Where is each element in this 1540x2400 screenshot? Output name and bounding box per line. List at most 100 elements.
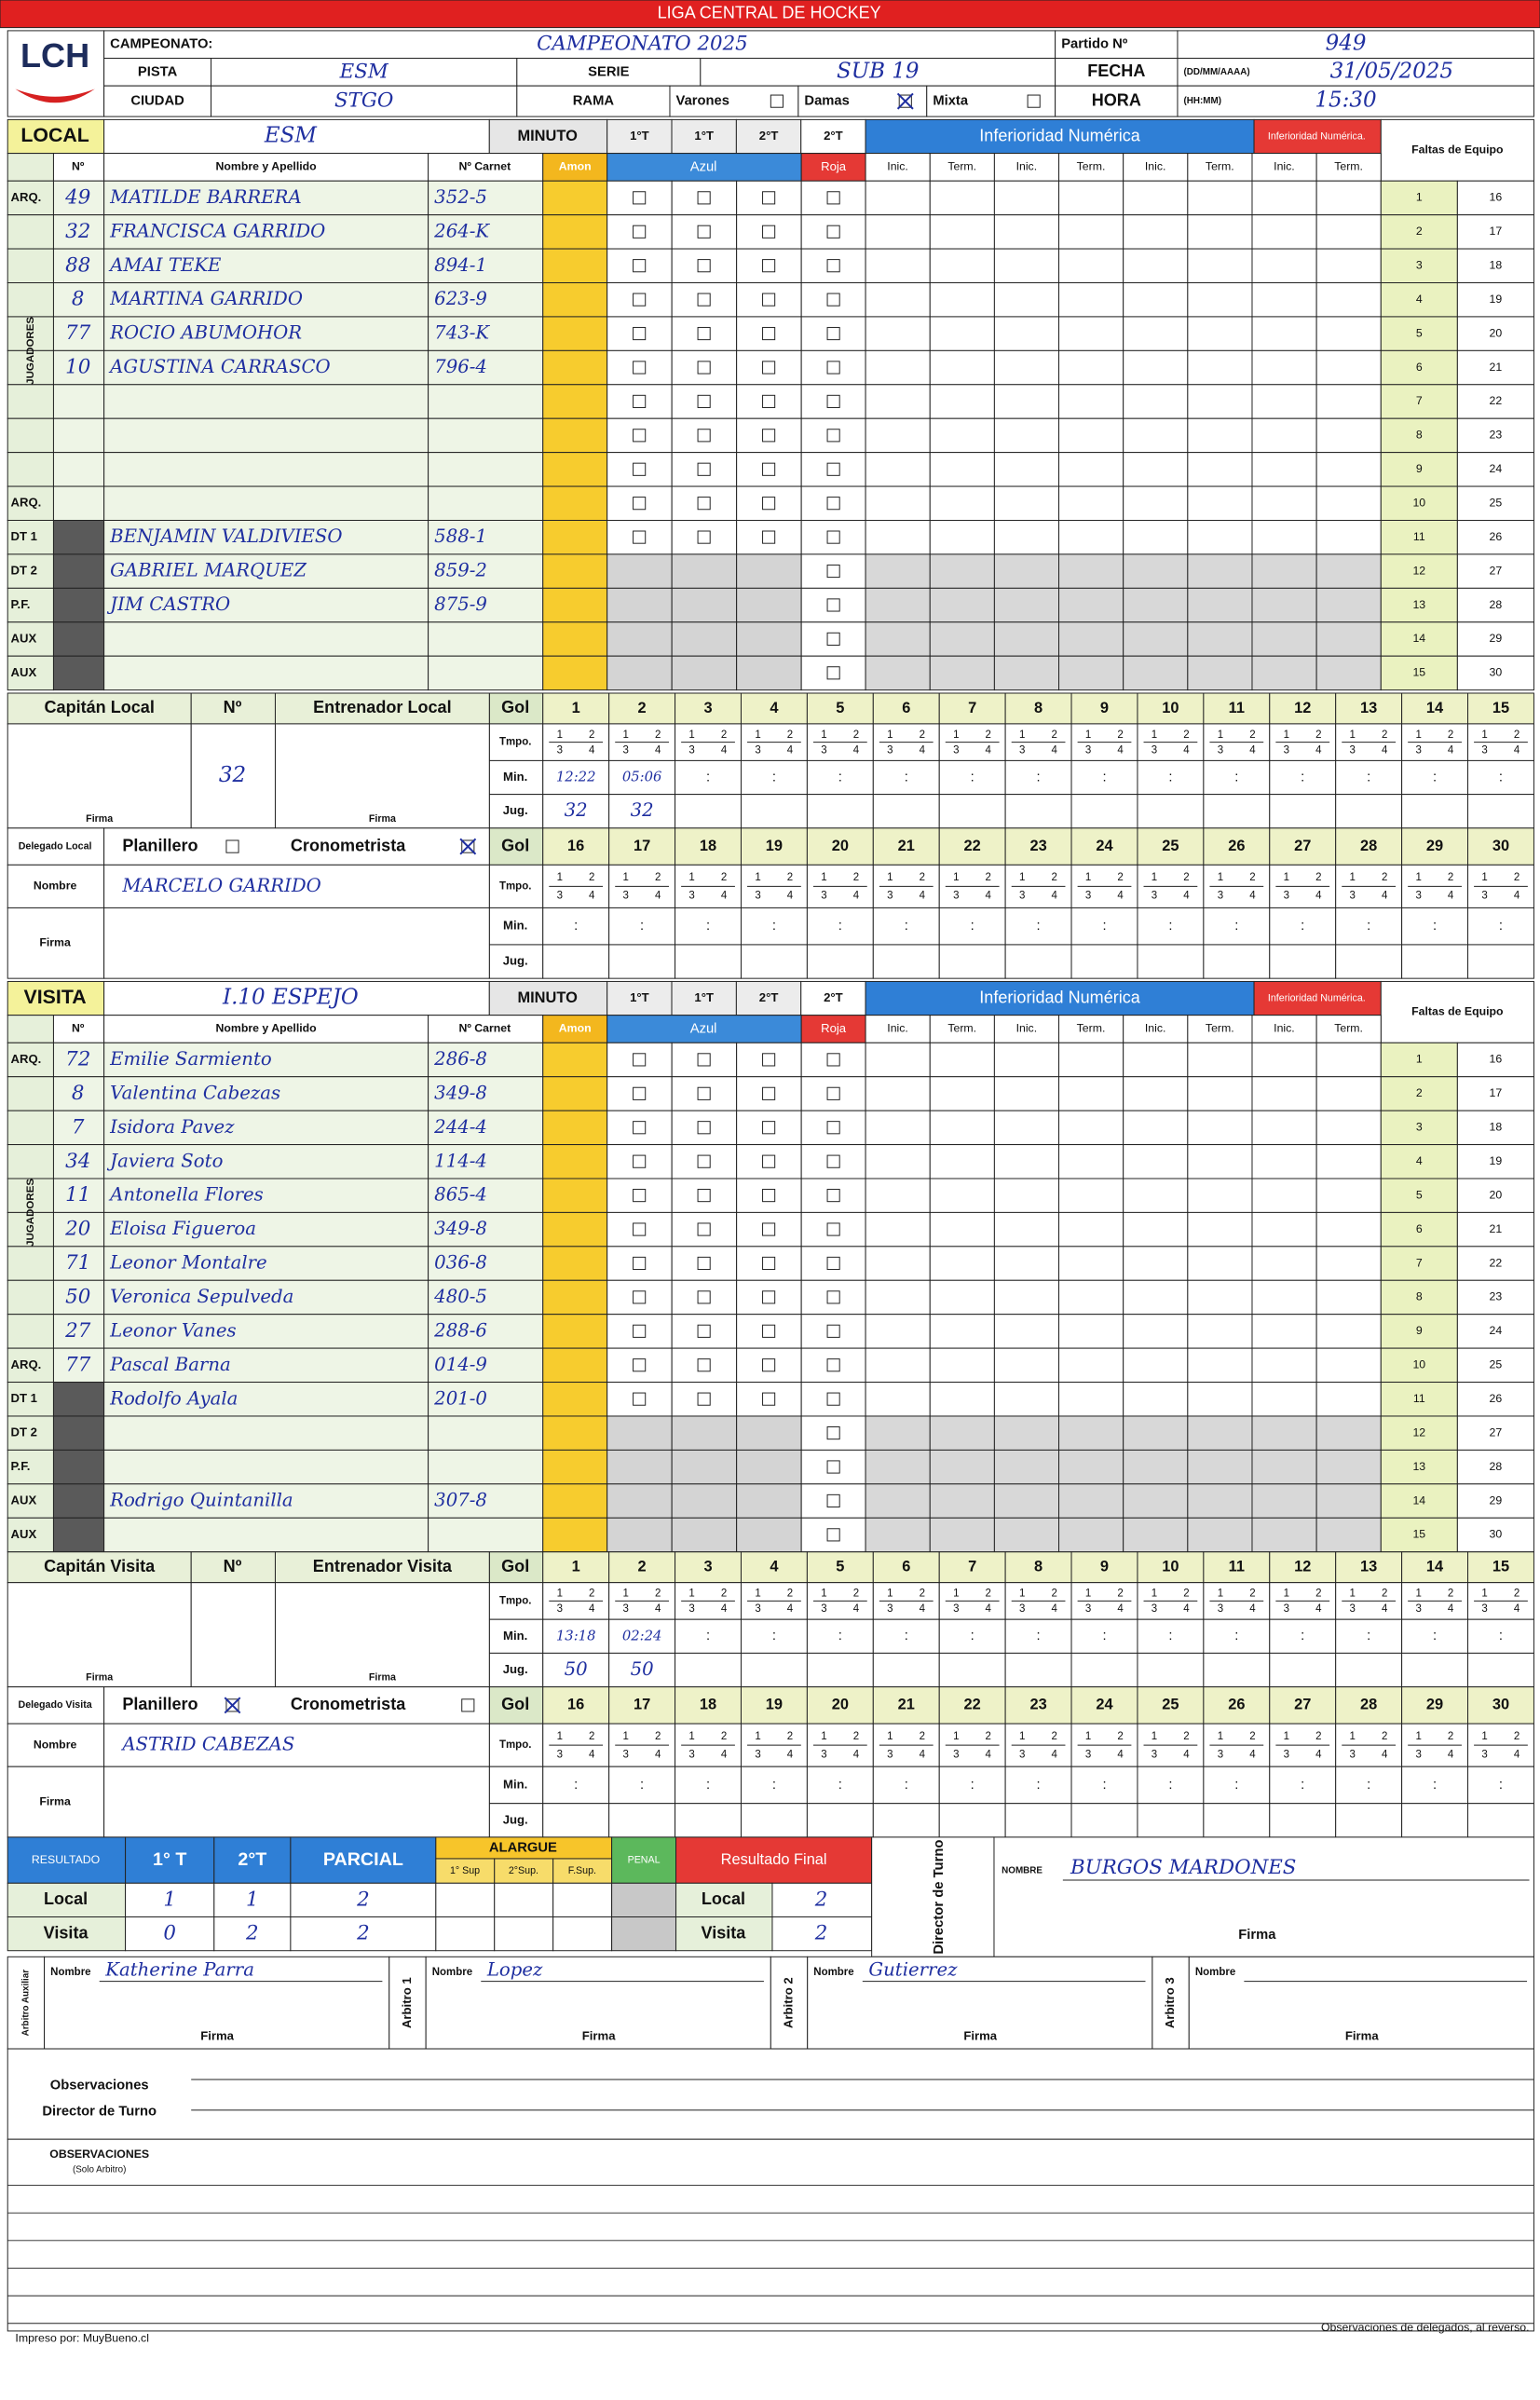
player-name: Emilie Sarmiento bbox=[109, 1048, 272, 1070]
cell bbox=[52, 1178, 105, 1213]
cell bbox=[929, 1246, 995, 1281]
label: Arbitro Auxiliar bbox=[21, 1970, 32, 2037]
quarter: 3 bbox=[623, 891, 629, 902]
cell bbox=[552, 1916, 613, 1952]
role-cell bbox=[7, 1314, 54, 1349]
label: Jug. bbox=[503, 1662, 528, 1676]
foul-number: 29 bbox=[1490, 1493, 1503, 1507]
quarter: 3 bbox=[953, 1749, 959, 1760]
quarter: 4 bbox=[589, 1603, 595, 1615]
cell bbox=[1456, 1211, 1534, 1248]
cell bbox=[606, 1449, 673, 1485]
cell bbox=[993, 1144, 1060, 1180]
cell bbox=[1058, 1449, 1124, 1485]
quarter: 1 bbox=[557, 730, 563, 741]
cell bbox=[929, 553, 995, 589]
cell bbox=[929, 1517, 995, 1553]
quarter: 2 bbox=[920, 1589, 925, 1600]
cell bbox=[1058, 1483, 1124, 1519]
minute-separator: : bbox=[1168, 770, 1172, 784]
cell bbox=[865, 214, 931, 250]
player-carnet: 894-1 bbox=[434, 254, 487, 276]
player-carnet: 288-6 bbox=[433, 1319, 487, 1341]
cell bbox=[425, 1956, 771, 2050]
player-carnet: 875-9 bbox=[434, 593, 487, 615]
quarter: 4 bbox=[1448, 1749, 1454, 1760]
quarter: 2 bbox=[721, 730, 727, 741]
final-score: 2 bbox=[814, 1922, 828, 1945]
quarter: 4 bbox=[1117, 1749, 1124, 1760]
cell bbox=[865, 519, 931, 555]
cell bbox=[1187, 553, 1253, 589]
cell bbox=[929, 1178, 995, 1213]
minute-separator: : bbox=[905, 1629, 908, 1643]
cell bbox=[1070, 944, 1138, 979]
minute-separator: : bbox=[1234, 919, 1238, 934]
cell bbox=[938, 1551, 1006, 1584]
cell bbox=[993, 553, 1060, 589]
referee-name: Lopez bbox=[486, 1959, 543, 1981]
cell bbox=[7, 1582, 192, 1688]
goal-number: 20 bbox=[832, 1697, 849, 1713]
minute-separator: : bbox=[905, 919, 908, 934]
cell bbox=[1251, 1415, 1317, 1451]
quarter: 4 bbox=[853, 1749, 860, 1760]
foul-number: 1 bbox=[1416, 1053, 1423, 1066]
cell bbox=[1187, 1246, 1253, 1281]
cell bbox=[103, 85, 212, 117]
cell bbox=[1137, 1686, 1205, 1725]
quarter: 2 bbox=[589, 1589, 594, 1600]
label: Tmpo. bbox=[499, 1595, 531, 1606]
cell bbox=[608, 1766, 676, 1805]
cell bbox=[388, 1956, 427, 2050]
quarter: 1 bbox=[887, 730, 893, 741]
player-name: Javiera Soto bbox=[106, 1150, 223, 1171]
cell bbox=[1058, 519, 1124, 555]
cell bbox=[865, 1314, 931, 1349]
cell bbox=[1203, 1766, 1271, 1805]
cell bbox=[1467, 1686, 1534, 1725]
label: Entrenador Visita bbox=[313, 1557, 453, 1575]
cell bbox=[7, 827, 105, 866]
cell bbox=[611, 1916, 677, 1952]
cell bbox=[1380, 1347, 1458, 1384]
foul-number: 24 bbox=[1490, 462, 1503, 475]
cell bbox=[1456, 1144, 1534, 1180]
cell bbox=[1187, 214, 1253, 250]
quarter: 1 bbox=[755, 1731, 760, 1742]
quarter: 3 bbox=[688, 891, 694, 902]
goal-number: 17 bbox=[634, 1697, 650, 1713]
quarter: 4 bbox=[1382, 1749, 1388, 1760]
label: 2°T bbox=[824, 129, 843, 143]
cell bbox=[488, 980, 608, 1016]
cell bbox=[1123, 214, 1189, 250]
player-name: Eloisa Figueroa bbox=[109, 1218, 256, 1239]
cell bbox=[52, 655, 105, 691]
cell bbox=[1315, 384, 1382, 419]
foul-number: 23 bbox=[1490, 1290, 1503, 1303]
label: Cronometrista bbox=[291, 1695, 406, 1713]
foul-number: 13 bbox=[1412, 1460, 1425, 1473]
title: LIGA CENTRAL DE HOCKEY bbox=[658, 4, 881, 22]
goal-player: 50 bbox=[565, 1658, 588, 1680]
row-role: DT 2 bbox=[10, 564, 36, 578]
quarter: 1 bbox=[1085, 872, 1091, 883]
amon-cell bbox=[542, 485, 608, 521]
quarter: 2 bbox=[1315, 1589, 1321, 1600]
cell bbox=[211, 85, 518, 117]
cell bbox=[1401, 1766, 1469, 1805]
cell bbox=[52, 384, 105, 419]
minute-separator: : bbox=[1301, 919, 1304, 934]
quarter: 2 bbox=[920, 730, 925, 741]
minute-separator: : bbox=[838, 1778, 842, 1793]
checkbox bbox=[225, 839, 239, 853]
referee-name: Katherine Parra bbox=[104, 1959, 254, 1981]
cell bbox=[1070, 1551, 1138, 1584]
cell bbox=[1177, 58, 1534, 87]
label: Inferioridad Numérica. bbox=[1268, 992, 1366, 1003]
cell bbox=[611, 1836, 677, 1884]
checkbox bbox=[697, 1290, 711, 1304]
amon-cell bbox=[542, 519, 608, 555]
cell bbox=[872, 692, 940, 725]
